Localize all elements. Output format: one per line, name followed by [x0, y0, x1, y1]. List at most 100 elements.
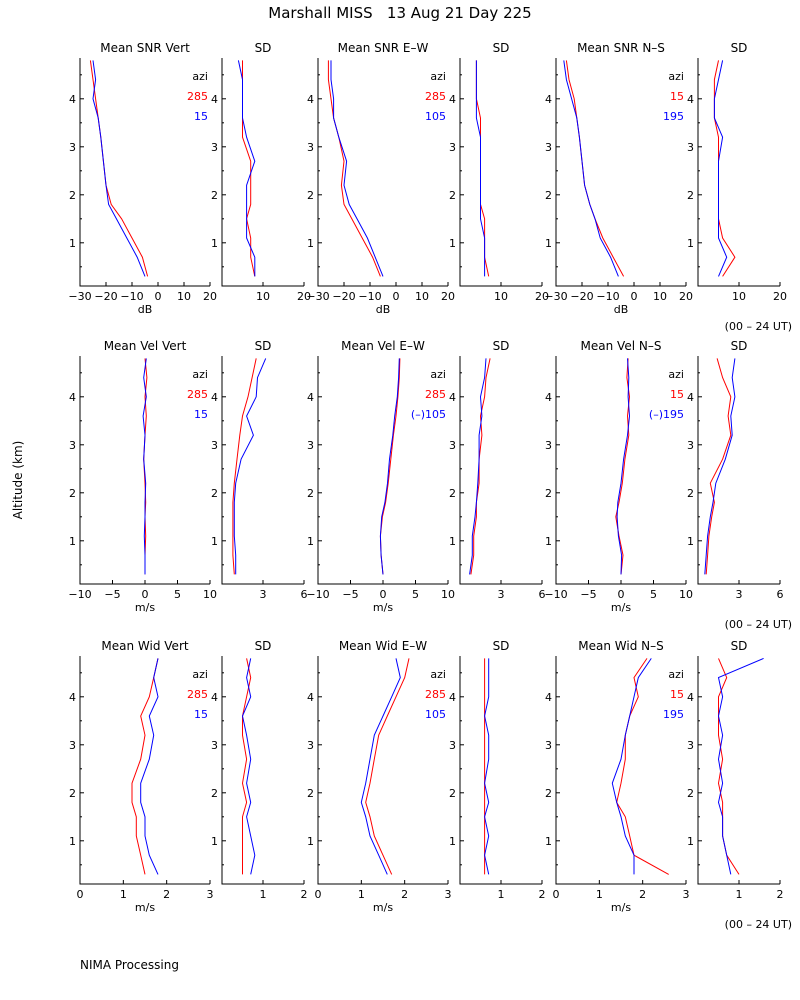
legend-entry-red: 15: [670, 388, 684, 401]
series-line-red: [327, 60, 381, 277]
y-tick-label: 1: [687, 835, 694, 848]
y-tick-label: 4: [449, 691, 456, 704]
y-tick-label: 3: [687, 141, 694, 154]
series-line-blue: [563, 60, 619, 277]
y-tick-label: 2: [545, 787, 552, 800]
series-line-blue: [475, 60, 486, 277]
x-tick-label: 10: [732, 290, 746, 303]
y-tick-label: 2: [687, 189, 694, 202]
x-tick-label: 0: [155, 290, 162, 303]
panel-title: SD: [255, 41, 272, 55]
y-tick-label: 3: [307, 739, 314, 752]
y-tick-label: 3: [449, 439, 456, 452]
x-tick-label: 10: [177, 290, 191, 303]
panel-title: SD: [255, 339, 272, 353]
x-tick-label: 3: [683, 888, 690, 901]
x-tick-label: 2: [639, 888, 646, 901]
x-tick-label: −5: [580, 588, 596, 601]
x-tick-label: 3: [260, 588, 267, 601]
series-line-blue: [142, 358, 147, 575]
legend-entry-red: 285: [187, 388, 208, 401]
x-tick-label: 3: [445, 888, 452, 901]
series-line-blue: [237, 60, 256, 277]
x-tick-label: 0: [315, 888, 322, 901]
x-tick-label: −10: [120, 290, 143, 303]
y-tick-label: 2: [307, 189, 314, 202]
legend-entry-red: 285: [425, 388, 446, 401]
x-tick-label: −10: [358, 290, 381, 303]
legend-entry-blue: 15: [194, 110, 208, 123]
panel-axes: [221, 356, 304, 585]
series-line-blue: [92, 60, 146, 277]
y-tick-label: 3: [545, 439, 552, 452]
x-tick-label: −5: [104, 588, 120, 601]
legend-heading: azi: [668, 668, 684, 681]
y-tick-label: 4: [211, 691, 218, 704]
y-tick-label: 1: [449, 535, 456, 548]
x-tick-label: 1: [736, 888, 743, 901]
legend-heading: azi: [192, 668, 208, 681]
legend-entry-blue: (–)105: [411, 408, 446, 421]
y-tick-label: 2: [69, 189, 76, 202]
y-tick-label: 1: [545, 835, 552, 848]
x-tick-label: 6: [539, 588, 546, 601]
y-tick-label: 4: [211, 391, 218, 404]
x-tick-label: 2: [539, 888, 546, 901]
y-tick-label: 1: [307, 237, 314, 250]
x-axis-label: dB: [138, 303, 153, 316]
series-line-red: [615, 358, 631, 575]
time-note: (00 – 24 UT): [725, 320, 792, 333]
panel-axes: [459, 58, 542, 287]
y-tick-label: 2: [69, 487, 76, 500]
y-tick-label: 2: [307, 787, 314, 800]
panel-title: Mean Vel N–S: [581, 339, 662, 353]
legend-heading: azi: [192, 368, 208, 381]
series-line-red: [713, 60, 736, 277]
y-tick-label: 4: [545, 691, 552, 704]
series-line-red: [705, 358, 732, 575]
y-tick-label: 3: [69, 439, 76, 452]
x-axis-label: m/s: [611, 601, 631, 614]
time-note: (00 – 24 UT): [725, 618, 792, 631]
legend-heading: azi: [430, 70, 446, 83]
panel-title: Mean Vel Vert: [104, 339, 187, 353]
x-tick-label: 3: [736, 588, 743, 601]
panel-title: SD: [255, 639, 272, 653]
x-tick-label: 0: [553, 888, 560, 901]
legend-entry-red: 285: [187, 90, 208, 103]
y-tick-label: 2: [69, 787, 76, 800]
y-tick-label: 4: [307, 391, 314, 404]
series-line-blue: [713, 60, 728, 277]
panel-title: SD: [493, 339, 510, 353]
x-tick-label: 2: [777, 888, 784, 901]
time-note: (00 – 24 UT): [725, 918, 792, 931]
y-tick-label: 2: [449, 487, 456, 500]
x-tick-label: 20: [679, 290, 693, 303]
series-line-red: [365, 658, 410, 875]
legend-heading: azi: [192, 70, 208, 83]
y-tick-label: 1: [69, 535, 76, 548]
legend-heading: azi: [430, 368, 446, 381]
y-tick-label: 3: [307, 439, 314, 452]
y-tick-label: 2: [449, 189, 456, 202]
series-line-red: [616, 658, 669, 875]
x-tick-label: −10: [544, 588, 567, 601]
x-tick-label: 0: [142, 588, 149, 601]
series-line-blue: [484, 658, 490, 875]
legend-entry-blue: (–)195: [649, 408, 684, 421]
panel-title: Mean Wid E–W: [339, 639, 427, 653]
series-line-blue: [241, 658, 256, 875]
x-tick-label: −20: [570, 290, 593, 303]
series-line-blue: [616, 358, 631, 575]
y-tick-label: 4: [211, 93, 218, 106]
y-tick-label: 1: [211, 835, 218, 848]
x-axis-label: m/s: [611, 901, 631, 914]
series-line-red: [475, 60, 490, 277]
x-tick-label: 2: [301, 888, 308, 901]
x-tick-label: 1: [596, 888, 603, 901]
y-tick-label: 3: [307, 141, 314, 154]
y-tick-label: 2: [211, 787, 218, 800]
y-tick-label: 1: [687, 535, 694, 548]
y-tick-label: 4: [69, 93, 76, 106]
